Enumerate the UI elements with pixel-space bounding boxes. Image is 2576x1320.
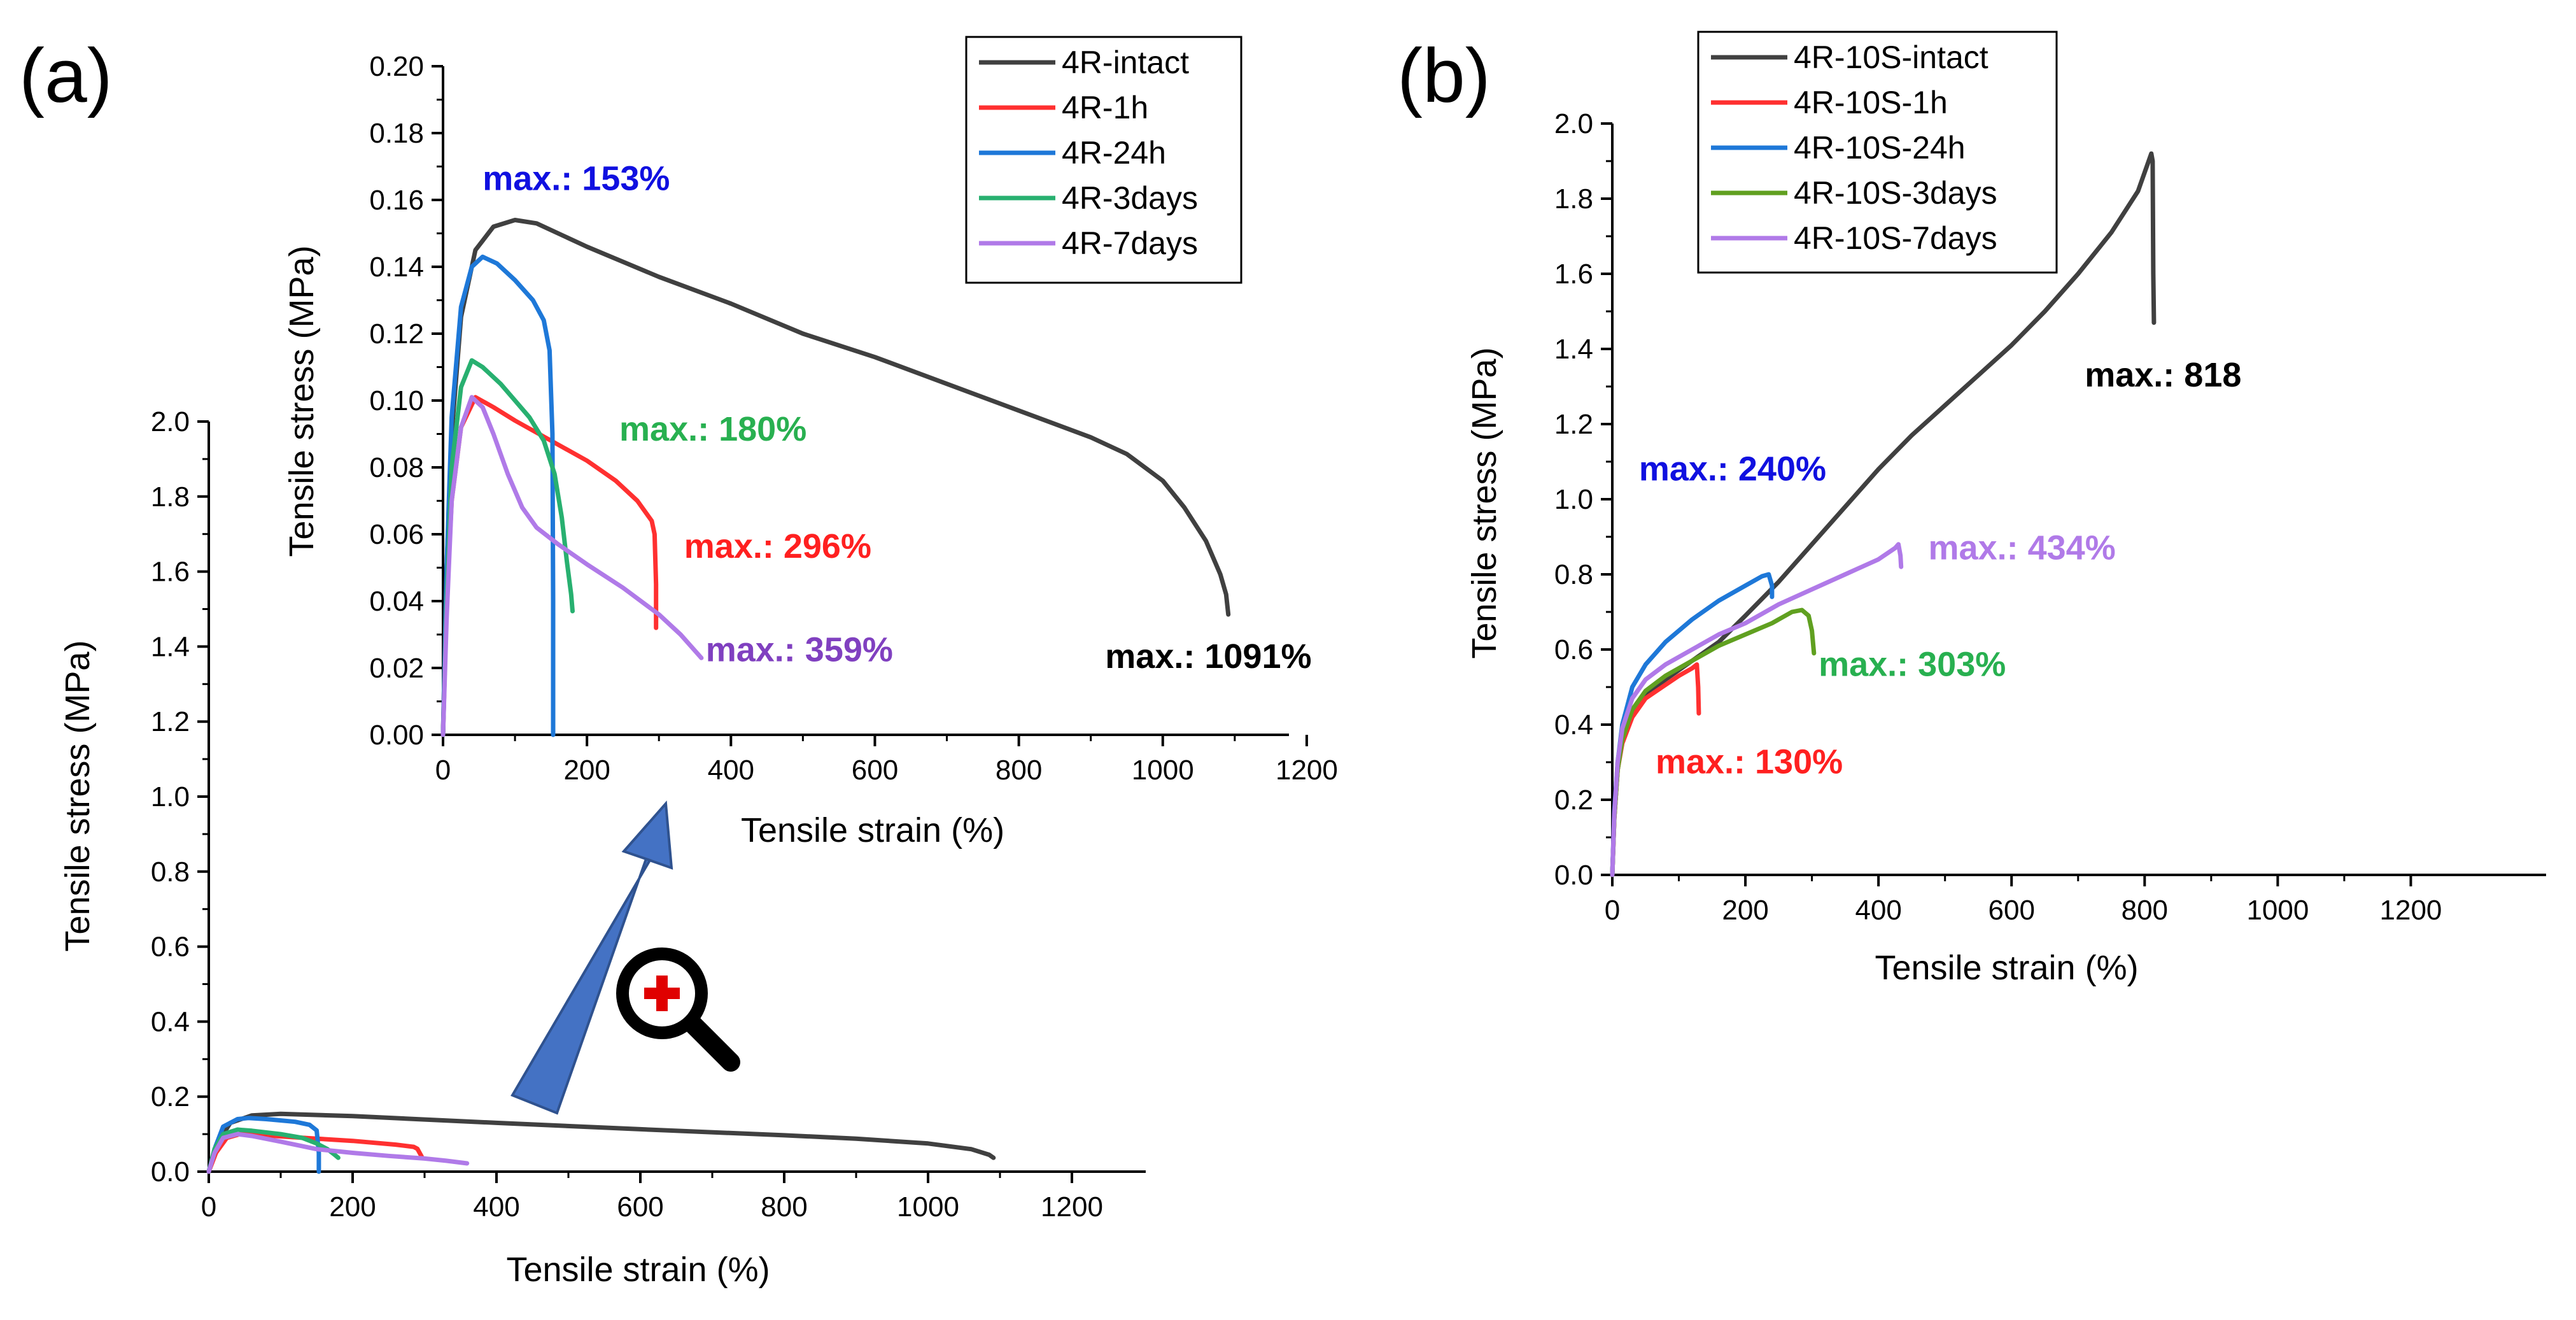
zoom-arrow (510, 800, 673, 1115)
x-axis-label: Tensile strain (%) (741, 811, 1004, 849)
legend-label: 4R-10S-7days (1794, 220, 1997, 256)
y-tick-label: 1.8 (151, 481, 190, 513)
y-tick-label: 0.6 (151, 932, 190, 963)
x-axis-label: Tensile strain (%) (1875, 949, 2138, 987)
y-tick-label: 1.4 (1554, 334, 1593, 365)
plot-b-main: 0 200 400 600 800 1000 1200 0.0 0.2 0.4 0.6 0.8 1.0 1… (1465, 31, 2546, 987)
max-annotation: max.: 434% (1929, 529, 2116, 567)
x-tick-label: 400 (473, 1191, 519, 1223)
max-annotation: max.: 1091% (1105, 637, 1311, 676)
plot-a-inset: 0 200 400 600 800 1000 1200 0.00 0.02 0.04 0.06 0.0… (283, 36, 1338, 849)
legend-label: 4R-24h (1062, 135, 1166, 171)
zoom-arrow-shape (510, 800, 673, 1115)
legend-label: 4R-3days (1062, 180, 1198, 216)
x-tick-label: 600 (852, 755, 898, 786)
y-tick-label: 0.16 (369, 185, 424, 216)
series-line-4r-24h (440, 254, 556, 737)
y-axis-label: Tensile stress (MPa) (1465, 347, 1503, 658)
legend-box (1697, 31, 2058, 274)
legend-label: 4R-1h (1062, 90, 1148, 125)
series-line-4r-24h (206, 1116, 321, 1174)
x-tick-label: 800 (761, 1191, 807, 1223)
y-tick-label: 1.0 (1554, 484, 1593, 515)
panel-b-label: (b) (1397, 33, 1491, 118)
series-line-4r-7days (440, 395, 704, 737)
max-annotation: max.: 359% (706, 631, 893, 669)
x-tick-label: 200 (563, 755, 610, 786)
y-tick-label: 1.2 (151, 706, 190, 737)
x-tick-label: 600 (617, 1191, 663, 1223)
x-tick-label: 600 (1988, 895, 2035, 926)
y-tick-label: 0.4 (1554, 709, 1593, 741)
y-tick-label: 0.2 (151, 1081, 190, 1112)
y-tick-label: 2.0 (151, 406, 190, 437)
max-annotation: max.: 130% (1656, 743, 1843, 781)
x-tick-label: 1000 (2246, 895, 2309, 926)
y-tick-label: 0.2 (1554, 784, 1593, 816)
legend-label: 4R-7days (1062, 225, 1198, 261)
panel-a-label: (a) (19, 33, 113, 118)
y-tick-label: 1.8 (1554, 183, 1593, 215)
x-tick-label: 1200 (1276, 755, 1338, 786)
y-tick-label: 0.0 (1554, 860, 1593, 891)
y-tick-label: 0.00 (369, 720, 424, 751)
plot-a-main: 0 200 400 600 800 1000 1200 0.0 0.2 0.4 0.6 0.8 1.0 1… (59, 406, 1146, 1289)
y-tick-label: 0.02 (369, 653, 424, 684)
y-axis-label: Tensile stress (MPa) (283, 245, 321, 557)
x-tick-label: 200 (329, 1191, 376, 1223)
x-tick-label: 0 (201, 1191, 216, 1223)
x-tick-label: 800 (996, 755, 1042, 786)
x-tick-label: 0 (1605, 895, 1620, 926)
x-tick-label: 200 (1722, 895, 1768, 926)
y-tick-label: 1.2 (1554, 409, 1593, 440)
y-tick-label: 0.8 (1554, 559, 1593, 590)
y-tick-label: 0.18 (369, 118, 424, 149)
y-axis-label: Tensile stress (MPa) (59, 640, 97, 951)
x-tick-label: 400 (708, 755, 754, 786)
x-tick-label: 1000 (897, 1191, 959, 1223)
series-line-4r-10s-7days (1610, 542, 1904, 877)
y-tick-label: 0.4 (151, 1006, 190, 1037)
x-tick-label: 1000 (1132, 755, 1194, 786)
legend-label: 4R-10S-24h (1794, 130, 1966, 166)
legend-label: 4R-intact (1062, 45, 1189, 80)
max-annotation: max.: 818 (2085, 356, 2241, 394)
legend: 4R-10S-intact 4R-10S-1h 4R-10S-24h 4R-10S-3… (1697, 31, 2058, 274)
y-tick-label: 0.08 (369, 452, 424, 483)
x-tick-label: 400 (1855, 895, 1901, 926)
zoom-in-icon (616, 947, 740, 1072)
max-annotation: max.: 296% (684, 527, 871, 565)
y-tick-label: 1.4 (151, 631, 190, 662)
max-annotation: max.: 303% (1819, 645, 2006, 683)
max-annotation: max.: 180% (619, 410, 806, 448)
legend: 4R-intact 4R-1h 4R-24h 4R-3days 4R-7days (965, 36, 1242, 284)
legend-label: 4R-10S-1h (1794, 85, 1948, 120)
y-tick-label: 1.6 (151, 557, 190, 588)
y-tick-label: 1.0 (151, 781, 190, 813)
y-tick-label: 2.0 (1554, 108, 1593, 139)
y-tick-label: 0.06 (369, 519, 424, 550)
series-line-4r-1h (206, 1132, 424, 1174)
y-tick-label: 0.0 (151, 1156, 190, 1188)
series-line-4r-7days (206, 1132, 470, 1174)
y-tick-label: 0.12 (369, 318, 424, 350)
y-tick-label: 1.6 (1554, 259, 1593, 290)
max-annotation: max.: 153% (482, 159, 670, 197)
y-tick-label: 0.8 (151, 856, 190, 888)
y-tick-label: 0.10 (369, 385, 424, 416)
x-axis-label: Tensile strain (%) (506, 1251, 770, 1289)
y-tick-label: 0.04 (369, 586, 424, 617)
y-tick-label: 0.20 (369, 51, 424, 82)
x-tick-label: 0 (435, 755, 451, 786)
x-tick-label: 1200 (1041, 1191, 1103, 1223)
x-tick-label: 800 (2122, 895, 2168, 926)
series-line-4r-intact (206, 1111, 996, 1174)
max-annotation: max.: 240% (1639, 450, 1826, 488)
x-tick-label: 1200 (2380, 895, 2442, 926)
y-tick-label: 0.14 (369, 252, 424, 283)
legend-label: 4R-10S-intact (1794, 39, 1988, 75)
legend-label: 4R-10S-3days (1794, 175, 1997, 211)
y-tick-label: 0.6 (1554, 634, 1593, 665)
